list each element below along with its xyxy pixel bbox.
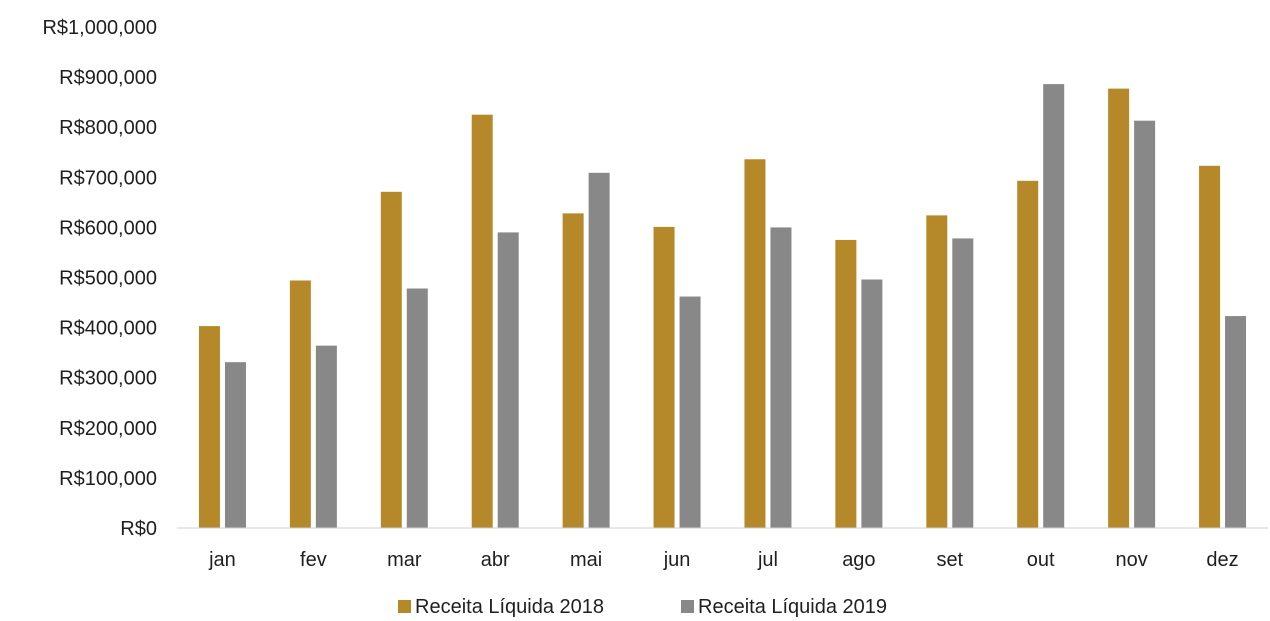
bar-mar-series-1 xyxy=(380,191,402,529)
bar-ago-series-1 xyxy=(835,239,857,529)
y-tick-label: R$300,000 xyxy=(59,368,157,390)
y-tick-label: R$500,000 xyxy=(59,268,157,290)
y-tick-label: R$100,000 xyxy=(59,468,157,490)
x-tick-label-out: out xyxy=(1027,549,1055,571)
x-tick-label-fev: fev xyxy=(300,549,327,571)
y-tick-label: R$600,000 xyxy=(59,217,157,239)
x-axis-tick-labels: jan fev mar abr mai jun jul ago set out nov dez xyxy=(208,549,1239,571)
bar-jan-series-2 xyxy=(224,362,246,528)
bar-jun-series-2 xyxy=(679,296,701,528)
bar-mai-series-2 xyxy=(588,172,610,528)
bar-fev-series-2 xyxy=(315,345,337,528)
legend-label-series-2: Receita Líquida 2019 xyxy=(698,596,887,618)
y-axis-tick-labels: R$0 R$100,000 R$200,000 R$300,000 R$400,000 R… xyxy=(42,17,157,540)
y-tick-label: R$700,000 xyxy=(59,167,157,189)
x-tick-label-set: set xyxy=(936,549,963,571)
y-tick-label: R$400,000 xyxy=(59,318,157,340)
bar-mar-series-2 xyxy=(406,288,428,528)
bar-jan-series-1 xyxy=(198,326,220,528)
bar-abr-series-1 xyxy=(471,114,493,529)
bar-fev-series-1 xyxy=(289,280,311,528)
y-tick-label: R$0 xyxy=(120,518,157,540)
bar-abr-series-2 xyxy=(497,232,519,528)
bar-jun-series-1 xyxy=(653,226,675,529)
legend-swatch-series-1 xyxy=(398,600,411,613)
x-tick-label-jan: jan xyxy=(208,549,236,571)
legend-label-series-1: Receita Líquida 2018 xyxy=(415,596,604,618)
bar-jul-series-2 xyxy=(770,227,792,528)
y-tick-label: R$900,000 xyxy=(59,67,157,89)
bar-nov-series-1 xyxy=(1108,88,1130,529)
legend-swatch-series-2 xyxy=(681,600,694,613)
bar-out-series-1 xyxy=(1017,180,1039,528)
y-tick-label: R$800,000 xyxy=(59,117,157,139)
x-tick-label-mar: mar xyxy=(387,549,422,571)
x-tick-label-jun: jun xyxy=(663,549,691,571)
bar-set-series-2 xyxy=(952,238,974,528)
x-tick-label-jul: jul xyxy=(757,549,778,571)
bar-ago-series-2 xyxy=(861,279,883,528)
y-tick-label: R$200,000 xyxy=(59,418,157,440)
bar-out-series-2 xyxy=(1043,84,1065,528)
bar-dez-series-2 xyxy=(1225,316,1247,528)
bar-nov-series-2 xyxy=(1134,120,1156,528)
bar-set-series-1 xyxy=(926,215,948,528)
x-tick-label-dez: dez xyxy=(1206,549,1238,571)
y-tick-label: R$1,000,000 xyxy=(42,17,157,39)
bars xyxy=(198,84,1247,529)
x-tick-label-nov: nov xyxy=(1116,549,1148,571)
x-tick-label-mai: mai xyxy=(570,549,602,571)
x-tick-label-abr: abr xyxy=(481,549,510,571)
x-tick-label-ago: ago xyxy=(842,549,875,571)
bar-mai-series-1 xyxy=(562,213,584,528)
bar-jul-series-1 xyxy=(744,159,766,528)
bar-dez-series-1 xyxy=(1199,165,1221,529)
legend: Receita Líquida 2018 Receita Líquida 2019 xyxy=(398,596,887,618)
